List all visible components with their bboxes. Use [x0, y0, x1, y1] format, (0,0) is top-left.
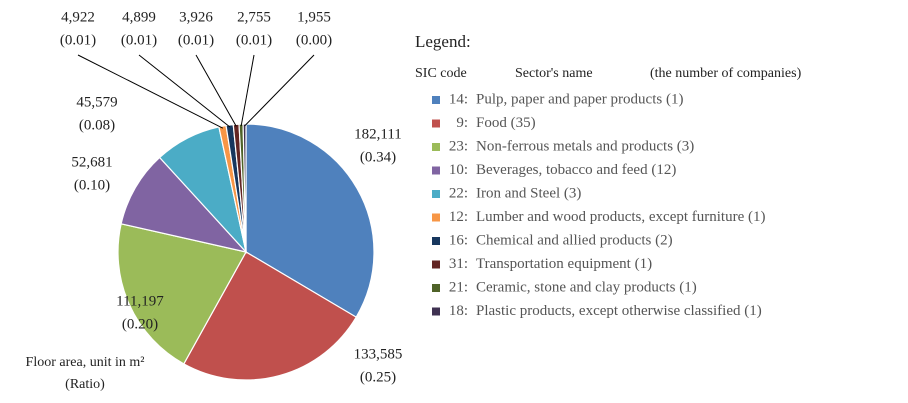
value-label: 2,755 — [237, 9, 271, 25]
value-label: 133,585 — [354, 346, 403, 362]
legend-code: 23: — [449, 138, 468, 154]
ratio-label: (0.00) — [296, 32, 332, 48]
ratio-label: (0.20) — [122, 316, 158, 332]
legend-swatch — [432, 284, 440, 292]
ratio-label: (0.01) — [60, 32, 96, 48]
legend-label: Beverages, tobacco and feed (12) — [476, 162, 676, 178]
legend-label: Chemical and allied products (2) — [476, 232, 673, 248]
legend-label: Pulp, paper and paper products (1) — [476, 91, 683, 107]
legend-code: 22: — [449, 185, 468, 201]
ratio-label: (0.25) — [360, 369, 396, 385]
value-label: 111,197 — [116, 293, 164, 309]
ratio-label: (0.01) — [178, 32, 214, 48]
legend-code: 31: — [449, 256, 468, 272]
legend-label: Iron and Steel (3) — [476, 185, 581, 201]
pie-slice — [117, 223, 247, 365]
ratio-label: (0.01) — [236, 32, 272, 48]
leader-line — [77, 54, 224, 129]
ratio-label: (0.08) — [79, 117, 115, 133]
legend-code: 12: — [449, 209, 468, 225]
legend-swatch — [432, 96, 440, 104]
legend-code: 16: — [449, 232, 468, 248]
leader-line — [244, 54, 315, 127]
legend-swatch — [432, 119, 440, 128]
legend-header: (the number of companies) — [650, 66, 802, 81]
value-label: 1,955 — [297, 9, 331, 25]
pie-slice — [120, 156, 248, 254]
annotation: Floor area, unit in m² — [26, 355, 145, 370]
annotation: (Ratio) — [65, 377, 105, 392]
legend-label: Lumber and wood products, except furnitu… — [476, 209, 766, 225]
ratio-label: (0.10) — [74, 177, 110, 193]
value-label: 182,111 — [354, 126, 402, 142]
legend-swatch — [432, 190, 440, 198]
pie-slice — [245, 123, 375, 318]
ratio-label: (0.01) — [121, 32, 157, 48]
legend-swatch — [432, 166, 440, 175]
legend-swatch — [432, 213, 440, 222]
value-label: 4,899 — [122, 9, 156, 25]
legend-label: Transportation equipment (1) — [476, 256, 652, 272]
value-label: 52,681 — [71, 154, 112, 170]
legend-header: Sector's name — [515, 66, 593, 81]
legend-code: 9: — [456, 115, 468, 131]
legend-header: SIC code — [415, 66, 467, 81]
legend-swatch — [432, 143, 440, 151]
legend-label: Food (35) — [476, 115, 536, 131]
legend-label: Ceramic, stone and clay products (1) — [476, 279, 697, 295]
legend-code: 14: — [449, 91, 468, 107]
legend-code: 10: — [449, 162, 468, 178]
value-label: 4,922 — [61, 9, 95, 25]
leader-line — [240, 54, 255, 127]
value-label: 45,579 — [76, 94, 117, 110]
legend-title: Legend: — [415, 32, 471, 51]
pie-slice — [182, 251, 357, 381]
legend-swatch — [432, 307, 440, 316]
value-label: 3,926 — [179, 9, 213, 25]
leader-line — [195, 54, 237, 127]
legend-swatch — [432, 260, 440, 269]
legend-label: Non-ferrous metals and products (3) — [476, 138, 694, 154]
legend-code: 18: — [449, 303, 468, 319]
legend-code: 21: — [449, 279, 468, 295]
legend: 14: Pulp, paper and paper products (1) 9: F… — [432, 91, 766, 319]
legend-swatch — [432, 237, 440, 245]
ratio-label: (0.34) — [360, 149, 396, 165]
leader-line — [138, 54, 231, 128]
legend-label: Plastic products, except otherwise class… — [476, 303, 762, 319]
